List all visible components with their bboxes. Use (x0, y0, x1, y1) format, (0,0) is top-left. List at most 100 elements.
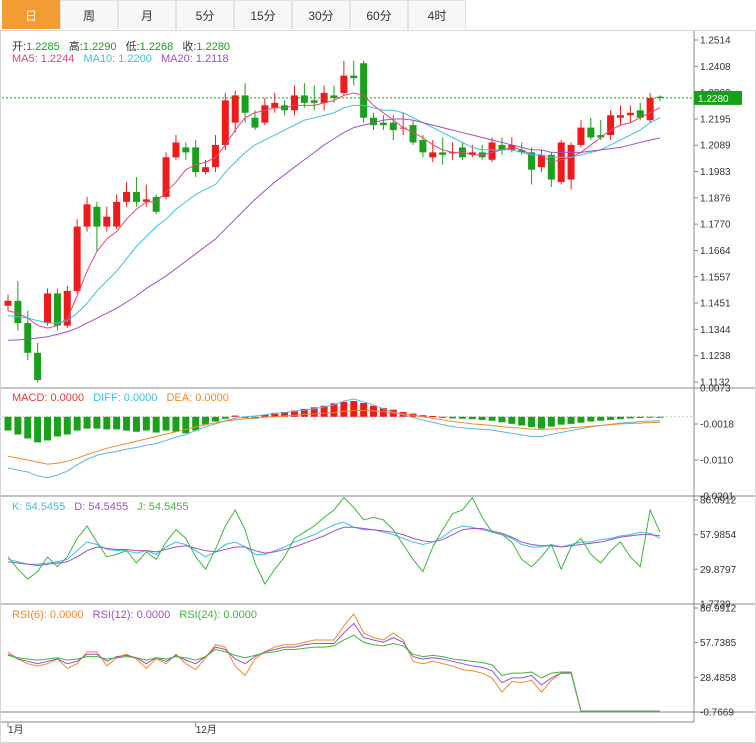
y-tick-label: 1.1983 (700, 167, 731, 178)
macd-bar (310, 407, 318, 417)
rsi24-legend-value: RSI(24): 0.0000 (179, 609, 257, 621)
tabs-filler (466, 0, 754, 30)
candle-body (83, 204, 91, 227)
tab-3[interactable]: 5分 (176, 0, 234, 29)
candle-body (537, 154, 545, 168)
macd-bar (132, 416, 140, 432)
candle-body (142, 199, 150, 202)
candle-body (113, 201, 121, 227)
macd-bar (330, 403, 338, 417)
macd-bar (320, 405, 328, 417)
macd-bar (646, 416, 654, 418)
candle-body (73, 226, 81, 291)
high-value: 1.2290 (82, 41, 117, 53)
candle-body (271, 102, 279, 108)
macd-bar (300, 408, 308, 417)
macd-bar (626, 416, 634, 419)
y-tick-label: 0.0073 (700, 384, 731, 395)
y-tick-label: -0.0110 (700, 456, 734, 467)
candle-body (379, 122, 387, 126)
tab-6[interactable]: 60分 (350, 0, 408, 29)
x-tick-label: 12月 (196, 724, 217, 736)
macd-bar (281, 412, 289, 417)
y-tick-label: 1.2514 (700, 36, 731, 47)
macd-bar (537, 416, 545, 429)
macd-bar (103, 416, 111, 430)
macd-bar (577, 416, 585, 423)
rsi-legend: RSI(6): 0.0000 RSI(12): 0.0000 RSI(24): … (12, 609, 263, 621)
candle-body (310, 100, 318, 103)
x-tick-label: 1月 (8, 724, 24, 736)
ma10-legend: MA10: 1.2200 (83, 53, 152, 65)
candle-body (300, 95, 308, 103)
candle-body (439, 152, 447, 155)
y-tick-label: 1.1344 (700, 325, 731, 336)
rsi-rsi24-line (7, 634, 660, 712)
ma-line-ma10 (7, 104, 661, 324)
macd-bar (53, 416, 61, 437)
candle-body (419, 139, 427, 153)
candle-body (557, 142, 565, 183)
candle-body (350, 75, 358, 79)
ma5-legend: MA5: 1.2244 (12, 53, 75, 65)
macd-bar (211, 416, 219, 422)
macd-legend: MACD: 0.0000 DIFF: 0.0000 DEA: 0.0000 (12, 392, 235, 404)
candle-body (172, 142, 180, 158)
macd-bar (14, 416, 22, 435)
macd-bar (221, 416, 229, 419)
high-label: 高: (68, 41, 83, 53)
diff-legend-value: DIFF: 0.0000 (93, 392, 158, 404)
macd-bar (340, 401, 348, 417)
candle-body (261, 105, 269, 123)
candle-body (63, 290, 71, 326)
tab-7[interactable]: 4时 (408, 0, 466, 29)
dea-legend-value: DEA: 0.0000 (166, 392, 229, 404)
tab-4[interactable]: 15分 (234, 0, 292, 29)
tab-1[interactable]: 周 (60, 0, 118, 29)
macd-bar (290, 410, 298, 417)
y-tick-label: 1.2408 (700, 62, 731, 73)
macd-bar (202, 416, 210, 425)
macd-bar (587, 416, 595, 422)
tab-5[interactable]: 30分 (292, 0, 350, 29)
candle-body (182, 147, 190, 153)
tab-2[interactable]: 月 (118, 0, 176, 29)
candle-body (528, 152, 536, 170)
ohlc-legend: 开:1.2285 高:1.2290 低:1.2268 收:1.2280 (12, 38, 236, 54)
y-tick-label: 57.9854 (700, 530, 737, 541)
macd-bar (508, 416, 516, 424)
macd-bar (528, 416, 536, 428)
y-tick-label: -0.7669 (700, 708, 734, 719)
candle-body (192, 147, 200, 173)
macd-bar (271, 412, 279, 417)
macd-bar (63, 416, 71, 435)
rsi-rsi6-line (7, 613, 660, 712)
macd-bar (231, 415, 239, 417)
y-tick-label: 86.0912 (700, 496, 737, 507)
macd-bar (419, 415, 427, 417)
y-tick-label: 1.1770 (700, 220, 731, 231)
macd-bar (350, 401, 358, 417)
macd-bar (567, 416, 575, 424)
macd-bar (172, 416, 180, 432)
y-tick-label: -0.0018 (700, 420, 734, 431)
candle-body (429, 152, 437, 158)
current-price-tag (694, 90, 742, 105)
kdj-legend: K: 54.5455 D: 54.5455 J: 54.5455 (12, 501, 195, 513)
macd-bar (34, 416, 42, 443)
candle-body (24, 323, 32, 353)
open-label: 开: (12, 41, 27, 53)
macd-bar (360, 402, 368, 417)
candle-body (290, 95, 298, 111)
candle-body (547, 154, 555, 180)
kdj-k-line (7, 521, 661, 565)
y-tick-label: 57.7385 (700, 638, 737, 649)
close-value: 1.2280 (196, 41, 231, 53)
macd-bar (458, 416, 466, 419)
y-tick-label: 1.1876 (700, 193, 731, 204)
candle-body (34, 352, 42, 381)
candle-body (53, 293, 61, 326)
candle-body (656, 96, 664, 98)
candle-body (320, 92, 328, 103)
tab-0[interactable]: 日 (2, 0, 60, 29)
